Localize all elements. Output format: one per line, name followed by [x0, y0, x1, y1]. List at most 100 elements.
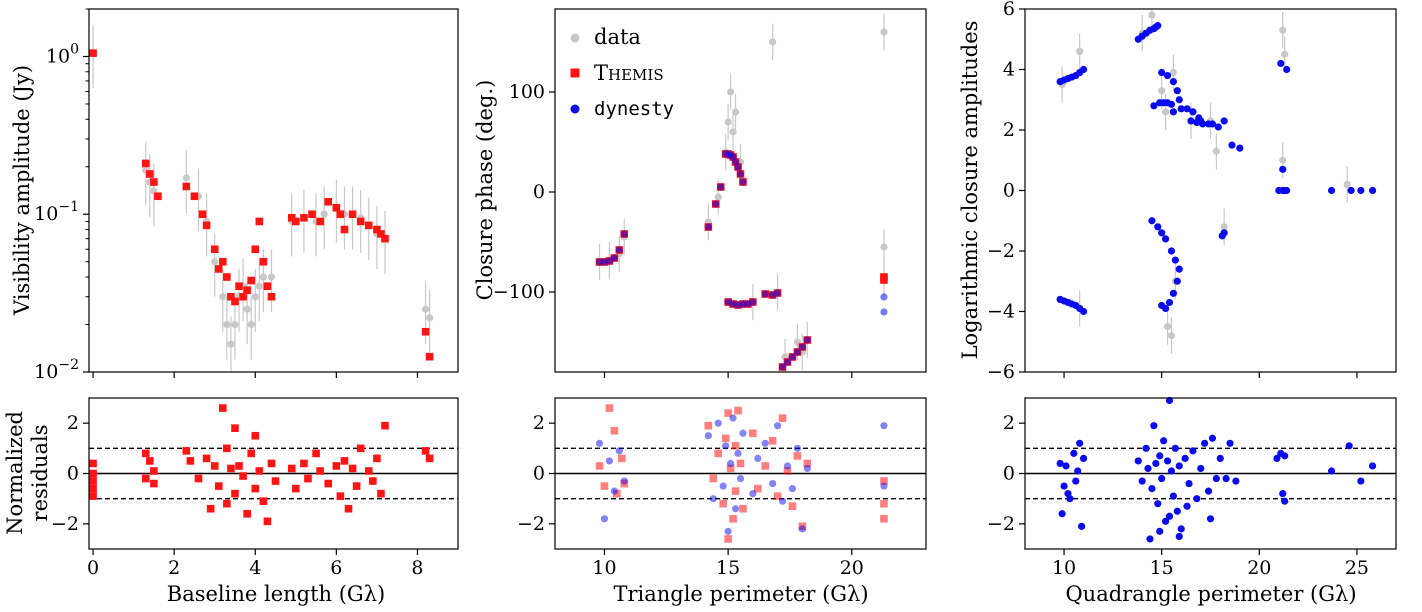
point-dynesty	[778, 497, 787, 505]
point-themis	[595, 462, 604, 470]
point-dynesty	[1078, 522, 1086, 530]
point-dynesty	[880, 482, 888, 490]
point-dynesty	[615, 246, 623, 254]
point-data	[714, 193, 722, 201]
point-themis	[381, 234, 389, 243]
point-dynesty	[774, 422, 782, 430]
point-dynesty	[1193, 495, 1201, 503]
point-dynesty	[736, 170, 745, 178]
point-themis	[287, 213, 296, 222]
point-dynesty	[1185, 479, 1193, 488]
xtick-label: 6	[330, 557, 342, 579]
ytick-label: 0	[533, 181, 545, 203]
point-themis	[271, 477, 280, 485]
point-dynesty	[793, 348, 801, 356]
point-dynesty	[803, 336, 811, 344]
point-dynesty	[1175, 462, 1183, 470]
point-dynesty	[778, 363, 787, 371]
point-themis	[709, 474, 718, 483]
point-dynesty	[727, 459, 735, 468]
point-themis	[210, 245, 219, 254]
point-themis	[364, 221, 373, 230]
point-dynesty	[1181, 454, 1189, 462]
point-dynesty	[1279, 165, 1287, 173]
point-themis	[235, 282, 243, 290]
point-themis	[231, 297, 239, 306]
point-dynesty	[739, 300, 747, 308]
point-themis	[880, 276, 888, 284]
plot-cp-top: −100 0 100	[493, 8, 927, 378]
point-themis	[356, 217, 365, 226]
point-themis	[182, 447, 191, 455]
point-dynesty	[1160, 437, 1168, 445]
point-dynesty	[1201, 439, 1209, 447]
point-dynesty	[793, 444, 801, 452]
plot-lca-top: −6 −4 −2 0 2 4 6	[987, 0, 1397, 383]
point-themis	[251, 484, 260, 493]
point-dynesty	[1138, 477, 1146, 485]
point-themis	[235, 462, 243, 470]
point-dynesty	[1368, 462, 1377, 470]
ytick-label: −2	[987, 240, 1015, 262]
point-themis	[600, 482, 609, 490]
point-dynesty	[600, 515, 609, 523]
point-dynesty	[749, 490, 757, 498]
point-dynesty	[1158, 68, 1166, 77]
point-data	[1161, 108, 1170, 116]
xlabel-vis-res: Baseline length (Gλ)	[167, 582, 385, 606]
point-data	[1076, 47, 1084, 55]
point-data	[421, 305, 430, 313]
point-themis	[227, 464, 235, 473]
point-data	[1167, 332, 1176, 340]
point-dynesty	[1175, 265, 1183, 273]
point-themis	[202, 454, 211, 463]
point-themis	[348, 210, 357, 219]
ytick-label: −2	[517, 513, 545, 535]
point-themis	[223, 273, 231, 281]
point-dynesty	[1177, 105, 1185, 113]
panel-closure-amplitude: −6 −4 −2 0 2 4 6 −2 0 2 10 15 20 25	[987, 0, 1397, 579]
point-themis	[348, 464, 357, 473]
point-dynesty	[739, 178, 747, 186]
ytick-label: 2	[67, 412, 79, 434]
point-themis	[336, 210, 345, 219]
point-dynesty	[774, 289, 782, 297]
point-data	[727, 88, 735, 96]
point-themis	[308, 210, 316, 219]
point-themis	[373, 225, 381, 234]
point-data	[1163, 323, 1172, 331]
point-dynesty	[729, 414, 737, 422]
plot-lca-res: −2 0 2 10 15 20 25	[987, 396, 1397, 579]
point-dynesty	[798, 525, 806, 533]
point-dynesty	[595, 258, 604, 266]
point-dynesty	[1368, 186, 1377, 195]
point-themis	[324, 197, 333, 206]
point-themis	[352, 482, 361, 490]
point-themis	[239, 292, 247, 301]
axes-frame	[88, 8, 459, 373]
point-dynesty	[1158, 229, 1166, 237]
point-dynesty	[1163, 457, 1172, 465]
point-themis	[300, 459, 308, 468]
point-dynesty	[1163, 71, 1172, 80]
point-dynesty	[739, 429, 747, 437]
axes-frame	[554, 8, 927, 373]
xtick-label: 2	[168, 557, 180, 579]
plot-cp-res: −2 0 2 10 15 20	[517, 397, 927, 579]
point-data	[1220, 223, 1228, 231]
point-dynesty	[1226, 439, 1234, 447]
point-dynesty	[1206, 515, 1215, 523]
point-dynesty	[1171, 444, 1179, 452]
point-dynesty	[1060, 482, 1068, 490]
point-dynesty	[620, 230, 628, 238]
point-dynesty	[761, 290, 769, 298]
point-dynesty	[712, 200, 720, 208]
legend-marker-dynesty	[570, 104, 580, 114]
point-dynesty	[1173, 87, 1181, 95]
point-themis	[219, 257, 227, 266]
legend-label-data: data	[594, 25, 641, 49]
ytick-label: 2	[1003, 119, 1015, 141]
point-dynesty	[1154, 223, 1162, 231]
point-data	[251, 293, 259, 301]
xtick-label: 20	[840, 557, 864, 579]
